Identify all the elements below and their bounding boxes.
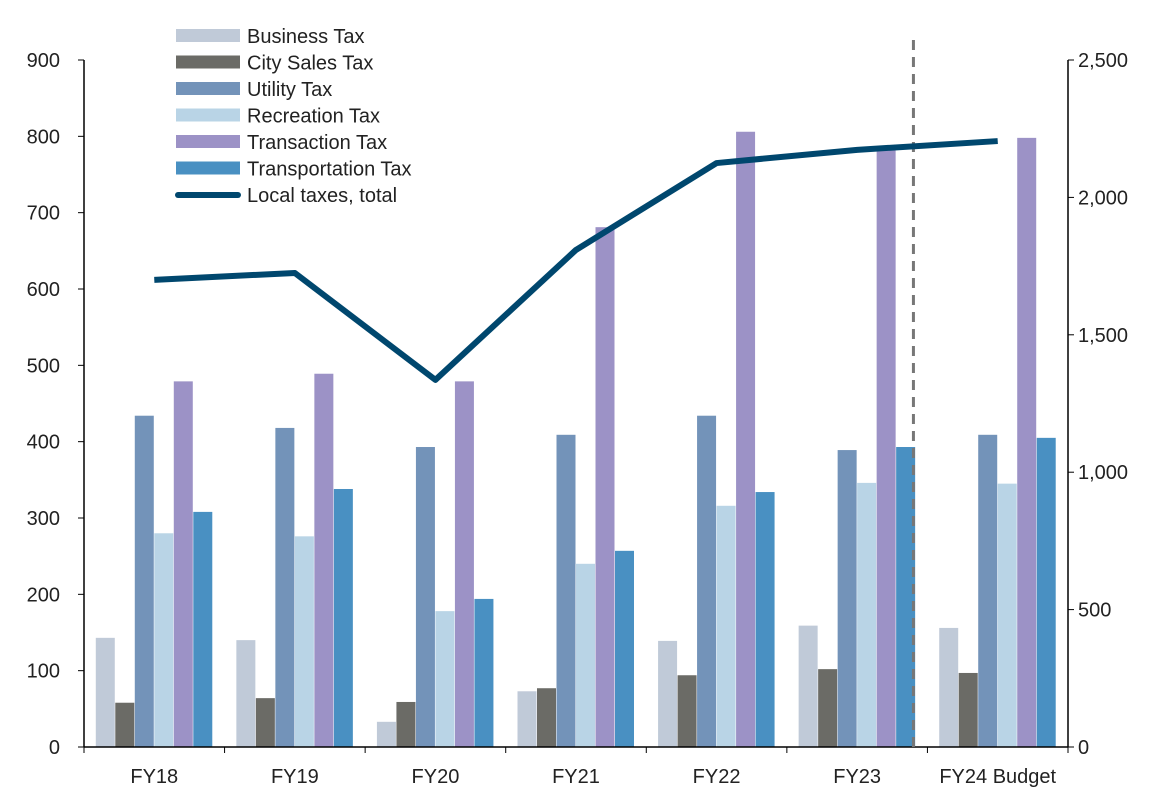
- legend-label: Local taxes, total: [247, 185, 397, 207]
- bar-transportation-tax: [474, 598, 494, 747]
- left-tick-label: 0: [49, 737, 60, 759]
- bar-business-tax: [95, 637, 115, 747]
- bar-business-tax: [236, 640, 256, 747]
- x-tick-label: FY21: [552, 766, 600, 788]
- legend-swatch: [176, 108, 240, 122]
- bar-transaction-tax: [454, 381, 474, 747]
- bar-utility-tax: [275, 427, 295, 747]
- left-tick-label: 400: [27, 432, 60, 454]
- bar-city-sales-tax: [255, 698, 275, 747]
- bar-transaction-tax: [1017, 137, 1037, 748]
- legend-label: Business Tax: [247, 26, 364, 48]
- bar-transaction-tax: [173, 381, 193, 747]
- legend-label: Utility Tax: [247, 79, 332, 101]
- bar-transaction-tax: [736, 131, 756, 748]
- bar-city-sales-tax: [677, 675, 697, 747]
- legend-swatch: [176, 29, 240, 42]
- bar-city-sales-tax: [115, 702, 135, 747]
- left-tick-label: 200: [27, 584, 60, 606]
- bar-city-sales-tax: [818, 669, 838, 747]
- bar-business-tax: [939, 627, 959, 747]
- right-tick-label: 0: [1078, 737, 1089, 759]
- legend-swatch: [176, 82, 240, 95]
- left-tick-label: 300: [27, 508, 60, 530]
- bar-transportation-tax: [1036, 437, 1056, 747]
- right-tick-label: 2,000: [1078, 187, 1128, 209]
- x-tick-label: FY20: [412, 766, 460, 788]
- bar-transaction-tax: [595, 227, 615, 748]
- bar-transaction-tax: [876, 150, 896, 747]
- bar-recreation-tax: [716, 505, 736, 747]
- bar-transportation-tax: [755, 492, 775, 747]
- bar-recreation-tax: [435, 611, 455, 747]
- left-tick-label: 700: [27, 203, 60, 225]
- x-tick-label: FY23: [833, 766, 881, 788]
- bar-transaction-tax: [314, 373, 334, 747]
- bar-business-tax: [517, 691, 537, 747]
- legend-swatch: [176, 55, 240, 69]
- x-tick-label: FY18: [130, 766, 178, 788]
- legend-swatch: [176, 135, 240, 148]
- bar-business-tax: [376, 721, 396, 747]
- left-tick-label: 100: [27, 661, 60, 683]
- bar-utility-tax: [837, 450, 857, 747]
- right-tick-label: 2,500: [1078, 50, 1128, 72]
- bar-recreation-tax: [294, 536, 314, 747]
- bar-recreation-tax: [857, 482, 877, 747]
- right-tick-label: 500: [1078, 600, 1111, 622]
- bar-utility-tax: [697, 415, 717, 747]
- right-tick-label: 1,000: [1078, 462, 1128, 484]
- bar-utility-tax: [556, 434, 576, 747]
- x-tick-label: FY22: [693, 766, 741, 788]
- bar-recreation-tax: [154, 533, 174, 747]
- bar-city-sales-tax: [958, 672, 978, 747]
- left-tick-label: 600: [27, 279, 60, 301]
- bar-utility-tax: [134, 415, 154, 747]
- bar-transportation-tax: [896, 447, 916, 747]
- bar-utility-tax: [978, 434, 998, 747]
- bar-transportation-tax: [333, 488, 353, 747]
- x-tick-label: FY19: [271, 766, 319, 788]
- legend-label: Transaction Tax: [247, 132, 387, 154]
- legend-label: Transportation Tax: [247, 159, 412, 181]
- bar-recreation-tax: [997, 483, 1017, 747]
- legend-label: Recreation Tax: [247, 106, 380, 128]
- bar-city-sales-tax: [396, 701, 416, 747]
- bar-business-tax: [658, 640, 678, 747]
- bar-recreation-tax: [576, 563, 595, 747]
- left-tick-label: 800: [27, 126, 60, 148]
- legend-swatch: [176, 161, 240, 175]
- bar-business-tax: [798, 625, 818, 747]
- legend-label: City Sales Tax: [247, 53, 373, 75]
- right-tick-label: 1,500: [1078, 325, 1128, 347]
- bar-transportation-tax: [193, 511, 213, 747]
- bar-utility-tax: [415, 447, 435, 747]
- bar-city-sales-tax: [537, 688, 556, 747]
- x-tick-label: FY24 Budget: [939, 766, 1056, 788]
- left-tick-label: 500: [27, 355, 60, 377]
- bar-transportation-tax: [615, 550, 634, 747]
- left-tick-label: 900: [27, 50, 60, 72]
